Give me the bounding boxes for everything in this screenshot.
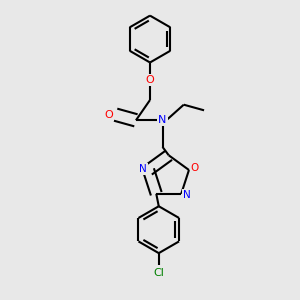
Text: Cl: Cl <box>153 268 164 278</box>
Text: O: O <box>146 75 154 85</box>
Text: N: N <box>139 164 147 174</box>
Text: O: O <box>190 164 199 173</box>
Text: O: O <box>104 110 113 120</box>
Text: N: N <box>183 190 191 200</box>
Text: N: N <box>158 115 167 125</box>
